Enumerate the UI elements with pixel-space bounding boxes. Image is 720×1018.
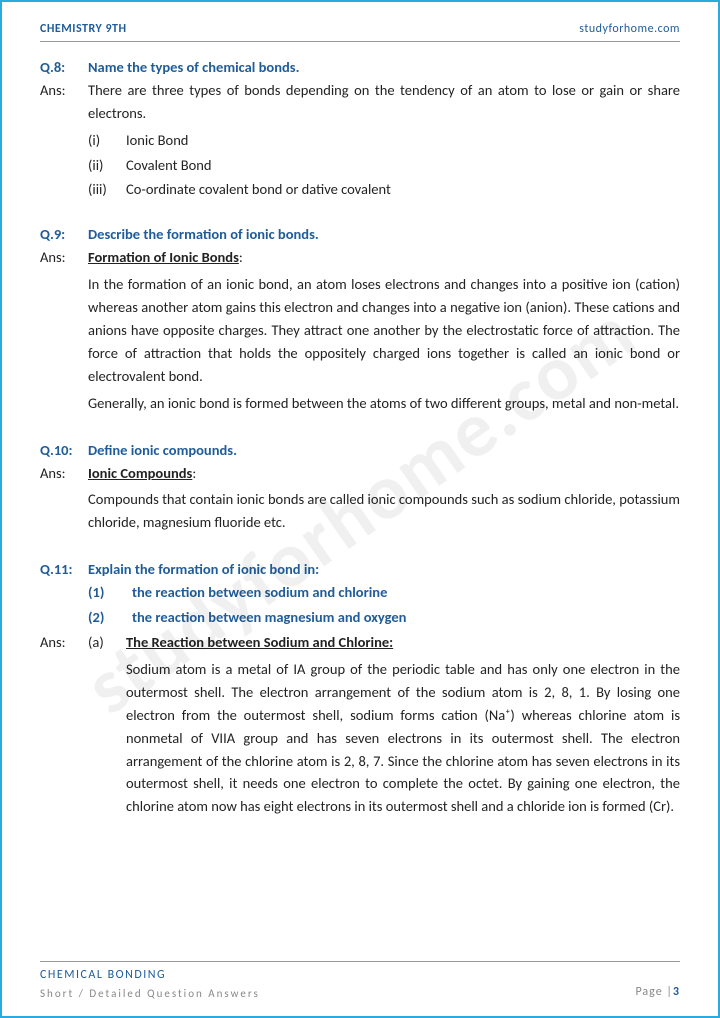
- question-9: Q.9: Describe the formation of ionic bon…: [40, 223, 680, 418]
- q8-text: Name the types of chemical bonds.: [88, 56, 680, 79]
- q11-ans-body: (a) The Reaction between Sodium and Chlo…: [88, 631, 680, 822]
- footer-chapter: CHEMICAL BONDING: [40, 966, 260, 985]
- question-11: Q.11: Explain the formation of ionic bon…: [40, 558, 680, 822]
- q11-label: Q.11:: [40, 558, 88, 581]
- page-footer: CHEMICAL BONDING Short / Detailed Questi…: [40, 961, 680, 1002]
- q9-para2: Generally, an ionic bond is formed betwe…: [88, 392, 680, 415]
- q11-a-heading: The Reaction between Sodium and Chlorine…: [126, 633, 393, 651]
- q9-heading: Formation of Ionic Bonds: [88, 248, 239, 266]
- q8-ans-intro: There are three types of bonds depending…: [88, 79, 680, 125]
- list-item: (ii)Covalent Bond: [88, 154, 680, 177]
- q11-ans-label: Ans:: [40, 631, 88, 822]
- q8-label: Q.8:: [40, 56, 88, 79]
- q9-label: Q.9:: [40, 223, 88, 246]
- q8-list: (i)Ionic Bond (ii)Covalent Bond (iii)Co-…: [88, 129, 680, 202]
- question-8: Q.8: Name the types of chemical bonds. A…: [40, 56, 680, 203]
- q11-text: Explain the formation of ionic bond in:: [88, 558, 680, 581]
- footer-section: Short / Detailed Question Answers: [40, 985, 260, 1002]
- footer-left: CHEMICAL BONDING Short / Detailed Questi…: [40, 966, 260, 1002]
- footer-right: Page |3: [635, 983, 680, 1002]
- q9-ans-label: Ans:: [40, 246, 88, 418]
- q11-sub2: (2)the reaction between magnesium and ox…: [88, 606, 680, 629]
- q10-text: Define ionic compounds.: [88, 439, 680, 462]
- list-item: (i)Ionic Bond: [88, 129, 680, 152]
- q9-para1: In the formation of an ionic bond, an at…: [88, 273, 680, 388]
- q11-sub1: (1)the reaction between sodium and chlor…: [88, 581, 680, 604]
- q11-a-body: The Reaction between Sodium and Chlorine…: [126, 631, 680, 822]
- q10-ans-body: Ionic Compounds: Compounds that contain …: [88, 462, 680, 539]
- page-container: studyforhome.com CHEMISTRY 9TH studyforh…: [2, 2, 718, 1016]
- page-header: CHEMISTRY 9TH studyforhome.com: [40, 20, 680, 42]
- q11-a-label: (a): [88, 631, 126, 822]
- q10-para1: Compounds that contain ionic bonds are c…: [88, 488, 680, 534]
- page-label: Page |: [635, 985, 672, 999]
- q10-label: Q.10:: [40, 439, 88, 462]
- q10-ans-label: Ans:: [40, 462, 88, 539]
- q11-subans-a: (a) The Reaction between Sodium and Chlo…: [88, 631, 680, 822]
- header-site: studyforhome.com: [579, 20, 680, 39]
- q11-subparts: (1)the reaction between sodium and chlor…: [88, 581, 680, 629]
- q11-a-text: Sodium atom is a metal of IA group of th…: [126, 658, 680, 818]
- q8-ans-body: There are three types of bonds depending…: [88, 79, 680, 204]
- question-10: Q.10: Define ionic compounds. Ans: Ionic…: [40, 439, 680, 539]
- q9-ans-body: Formation of Ionic Bonds: In the formati…: [88, 246, 680, 418]
- page-number: 3: [673, 985, 680, 999]
- q9-text: Describe the formation of ionic bonds.: [88, 223, 680, 246]
- list-item: (iii)Co-ordinate covalent bond or dative…: [88, 178, 680, 201]
- q8-ans-label: Ans:: [40, 79, 88, 204]
- q10-heading: Ionic Compounds: [88, 464, 192, 482]
- header-subject: CHEMISTRY 9TH: [40, 20, 127, 39]
